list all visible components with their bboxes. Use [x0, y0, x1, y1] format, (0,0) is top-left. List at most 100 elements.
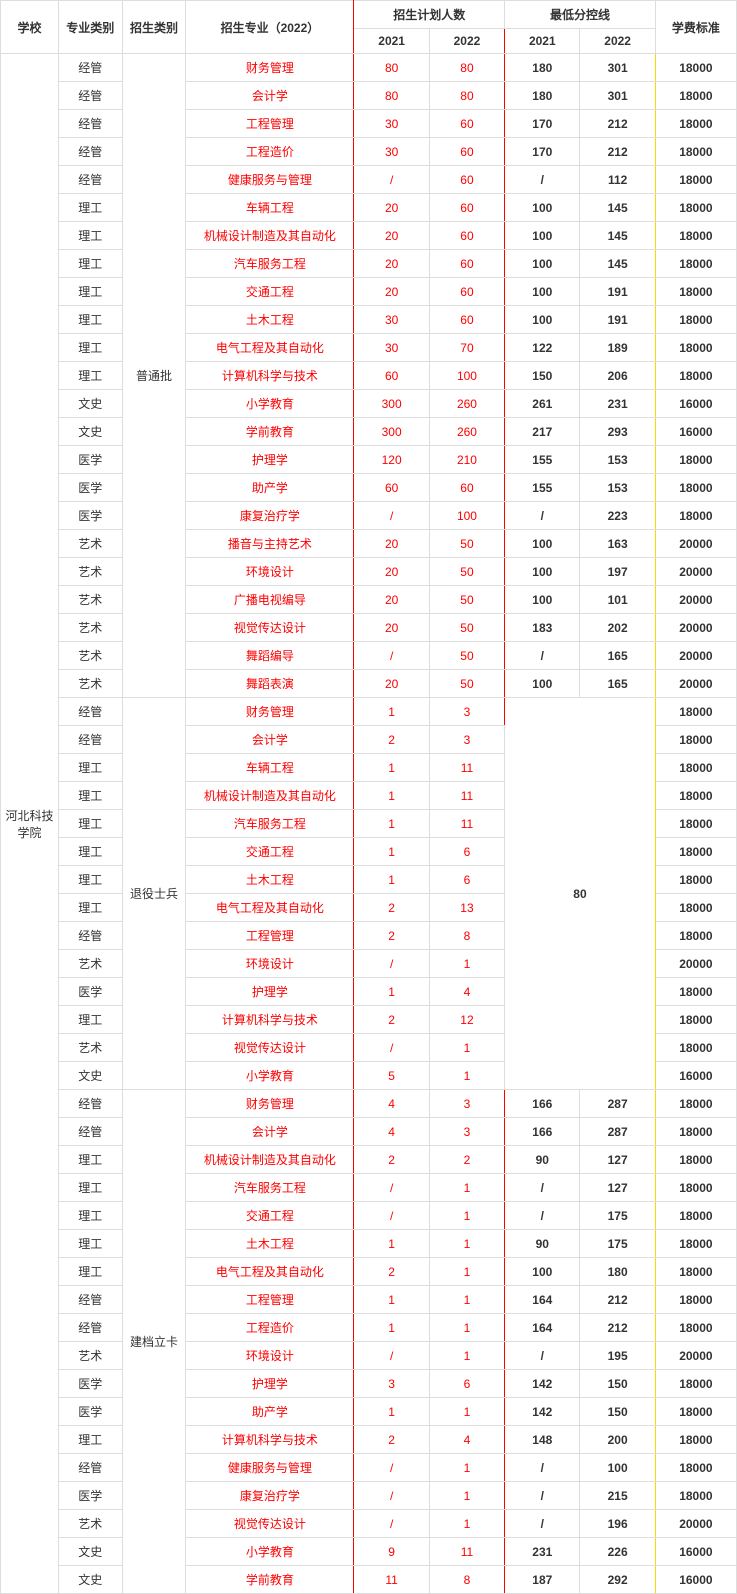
h-plan-2021: 2021 [354, 29, 429, 54]
table-row: 经管健康服务与管理/1/10018000 [1, 1454, 737, 1482]
category-cell: 理工 [58, 782, 122, 810]
table-row: 医学助产学1114215018000 [1, 1398, 737, 1426]
fee-cell: 18000 [655, 110, 736, 138]
fee-cell: 18000 [655, 250, 736, 278]
plan-2022-cell: 6 [429, 866, 504, 894]
category-cell: 理工 [58, 810, 122, 838]
score-2021-cell: 100 [505, 222, 580, 250]
plan-2022-cell: 4 [429, 1426, 504, 1454]
plan-2022-cell: 12 [429, 1006, 504, 1034]
fee-cell: 16000 [655, 418, 736, 446]
plan-2022-cell: 1 [429, 950, 504, 978]
major-cell: 汽车服务工程 [186, 810, 354, 838]
major-cell: 计算机科学与技术 [186, 362, 354, 390]
category-cell: 理工 [58, 222, 122, 250]
category-cell: 艺术 [58, 586, 122, 614]
major-cell: 工程管理 [186, 110, 354, 138]
table-row: 理工交通工程206010019118000 [1, 278, 737, 306]
plan-2022-cell: 11 [429, 754, 504, 782]
score-2021-cell: 142 [505, 1370, 580, 1398]
plan-2021-cell: 60 [354, 474, 429, 502]
plan-2021-cell: 20 [354, 558, 429, 586]
major-cell: 汽车服务工程 [186, 1174, 354, 1202]
plan-2021-cell: 4 [354, 1090, 429, 1118]
fee-cell: 18000 [655, 754, 736, 782]
major-cell: 电气工程及其自动化 [186, 1258, 354, 1286]
plan-2022-cell: 3 [429, 726, 504, 754]
score-2021-cell: 180 [505, 54, 580, 82]
fee-cell: 18000 [655, 446, 736, 474]
h-category: 专业类别 [58, 1, 122, 54]
score-2022-cell: 127 [580, 1146, 655, 1174]
fee-cell: 18000 [655, 1398, 736, 1426]
score-2022-cell: 150 [580, 1370, 655, 1398]
plan-2022-cell: 1 [429, 1482, 504, 1510]
fee-cell: 18000 [655, 698, 736, 726]
category-cell: 理工 [58, 1426, 122, 1454]
score-2022-cell: 100 [580, 1454, 655, 1482]
score-2021-cell: 150 [505, 362, 580, 390]
score-2021-cell: 180 [505, 82, 580, 110]
score-2021-cell: / [505, 1510, 580, 1538]
table-row: 理工电气工程及其自动化2110018018000 [1, 1258, 737, 1286]
plan-2021-cell: 20 [354, 530, 429, 558]
category-cell: 理工 [58, 894, 122, 922]
plan-2021-cell: / [354, 1202, 429, 1230]
plan-2021-cell: / [354, 1482, 429, 1510]
fee-cell: 18000 [655, 138, 736, 166]
plan-2022-cell: 260 [429, 390, 504, 418]
table-row: 河北科技学院经管普通批财务管理808018030118000 [1, 54, 737, 82]
score-2022-cell: 292 [580, 1566, 655, 1594]
plan-2022-cell: 100 [429, 362, 504, 390]
plan-2021-cell: / [354, 1454, 429, 1482]
fee-cell: 18000 [655, 894, 736, 922]
score-2022-cell: 202 [580, 614, 655, 642]
plan-2021-cell: 20 [354, 670, 429, 698]
major-cell: 舞蹈表演 [186, 670, 354, 698]
major-cell: 机械设计制造及其自动化 [186, 782, 354, 810]
table-row: 经管工程造价1116421218000 [1, 1314, 737, 1342]
major-cell: 交通工程 [186, 838, 354, 866]
score-2021-cell: 122 [505, 334, 580, 362]
category-cell: 理工 [58, 194, 122, 222]
plan-2022-cell: 50 [429, 670, 504, 698]
table-row: 经管会计学808018030118000 [1, 82, 737, 110]
plan-2022-cell: 60 [429, 194, 504, 222]
major-cell: 财务管理 [186, 54, 354, 82]
table-header: 学校 专业类别 招生类别 招生专业（2022） 招生计划人数 最低分控线 学费标… [1, 1, 737, 54]
score-2022-cell: 223 [580, 502, 655, 530]
fee-cell: 20000 [655, 1510, 736, 1538]
score-2022-cell: 287 [580, 1090, 655, 1118]
category-cell: 经管 [58, 110, 122, 138]
score-2022-cell: 200 [580, 1426, 655, 1454]
plan-2022-cell: 1 [429, 1174, 504, 1202]
table-row: 理工交通工程/1/17518000 [1, 1202, 737, 1230]
score-2022-cell: 153 [580, 474, 655, 502]
table-row: 艺术广播电视编导205010010120000 [1, 586, 737, 614]
fee-cell: 20000 [655, 642, 736, 670]
plan-2022-cell: 1 [429, 1398, 504, 1426]
table-row: 艺术播音与主持艺术205010016320000 [1, 530, 737, 558]
major-cell: 车辆工程 [186, 194, 354, 222]
plan-2021-cell: 1 [354, 1230, 429, 1258]
plan-2021-cell: 1 [354, 978, 429, 1006]
h-score-2022: 2022 [580, 29, 655, 54]
table-row: 医学护理学3614215018000 [1, 1370, 737, 1398]
plan-2022-cell: 60 [429, 110, 504, 138]
plan-2021-cell: 30 [354, 334, 429, 362]
category-cell: 理工 [58, 1202, 122, 1230]
score-2022-cell: 112 [580, 166, 655, 194]
fee-cell: 18000 [655, 1006, 736, 1034]
fee-cell: 18000 [655, 1258, 736, 1286]
score-2022-cell: 175 [580, 1230, 655, 1258]
h-cutoff: 最低分控线 [505, 1, 656, 29]
table-row: 文史学前教育30026021729316000 [1, 418, 737, 446]
table-row: 理工机械设计制造及其自动化206010014518000 [1, 222, 737, 250]
score-2021-cell: 100 [505, 1258, 580, 1286]
plan-2021-cell: / [354, 642, 429, 670]
plan-2022-cell: 8 [429, 922, 504, 950]
score-2021-cell: 155 [505, 474, 580, 502]
score-2021-cell: 164 [505, 1314, 580, 1342]
plan-2022-cell: 1 [429, 1454, 504, 1482]
score-2021-cell: 183 [505, 614, 580, 642]
